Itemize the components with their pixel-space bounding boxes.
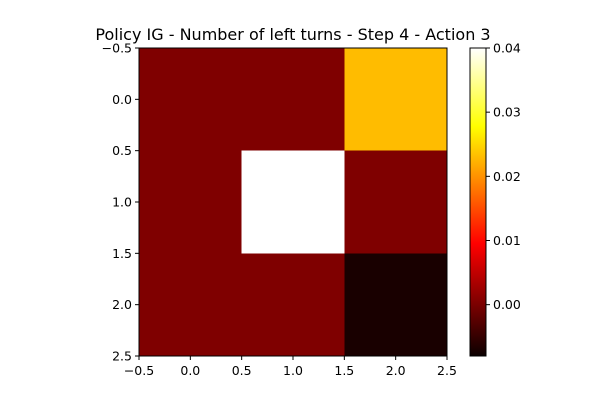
colorbar-tick-label: 0.03 xyxy=(493,105,521,120)
chart-title: Policy IG - Number of left turns - Step … xyxy=(95,25,490,44)
x-tick-label: −0.5 xyxy=(124,363,154,378)
y-tick-label: −0.5 xyxy=(102,41,132,56)
x-axis: −0.5 0.0 0.5 1.0 1.5 2.0 2.5 xyxy=(124,356,457,378)
colorbar-gradient xyxy=(470,48,486,356)
heatmap-cell xyxy=(344,150,447,254)
heatmap-cells xyxy=(139,48,447,356)
colorbar-tick-label: 0.04 xyxy=(493,41,521,56)
y-tick-label: 0.5 xyxy=(112,143,132,158)
y-axis: −0.5 0.0 0.5 1.0 1.5 2.0 2.5 xyxy=(102,41,139,364)
heatmap-cell xyxy=(139,48,242,151)
y-tick-label: 0.0 xyxy=(112,92,132,107)
y-tick-label: 1.0 xyxy=(112,195,132,210)
colorbar-frame xyxy=(469,47,487,357)
y-tick-label: 2.5 xyxy=(112,349,132,364)
heatmap-cell xyxy=(344,48,447,151)
x-tick-label: 0.0 xyxy=(180,363,200,378)
x-tick-label: 2.5 xyxy=(437,363,457,378)
colorbar-tick-label: 0.01 xyxy=(493,233,521,248)
heatmap-cell xyxy=(241,253,345,356)
heatmap-cell xyxy=(241,150,345,254)
x-tick-label: 0.5 xyxy=(232,363,252,378)
heatmap-cell xyxy=(139,150,242,254)
y-tick-label: 1.5 xyxy=(112,246,132,261)
colorbar-tick-label: 0.02 xyxy=(493,169,521,184)
colorbar-tick-label: 0.00 xyxy=(493,297,521,312)
heatmap-cell xyxy=(344,253,447,356)
x-tick-label: 1.0 xyxy=(283,363,303,378)
heatmap-cell xyxy=(241,48,345,151)
heatmap-cell xyxy=(139,253,242,356)
x-tick-label: 1.5 xyxy=(334,363,354,378)
y-tick-label: 2.0 xyxy=(112,297,132,312)
colorbar: 0.00 0.01 0.02 0.03 0.04 xyxy=(469,41,521,357)
x-tick-label: 2.0 xyxy=(386,363,406,378)
